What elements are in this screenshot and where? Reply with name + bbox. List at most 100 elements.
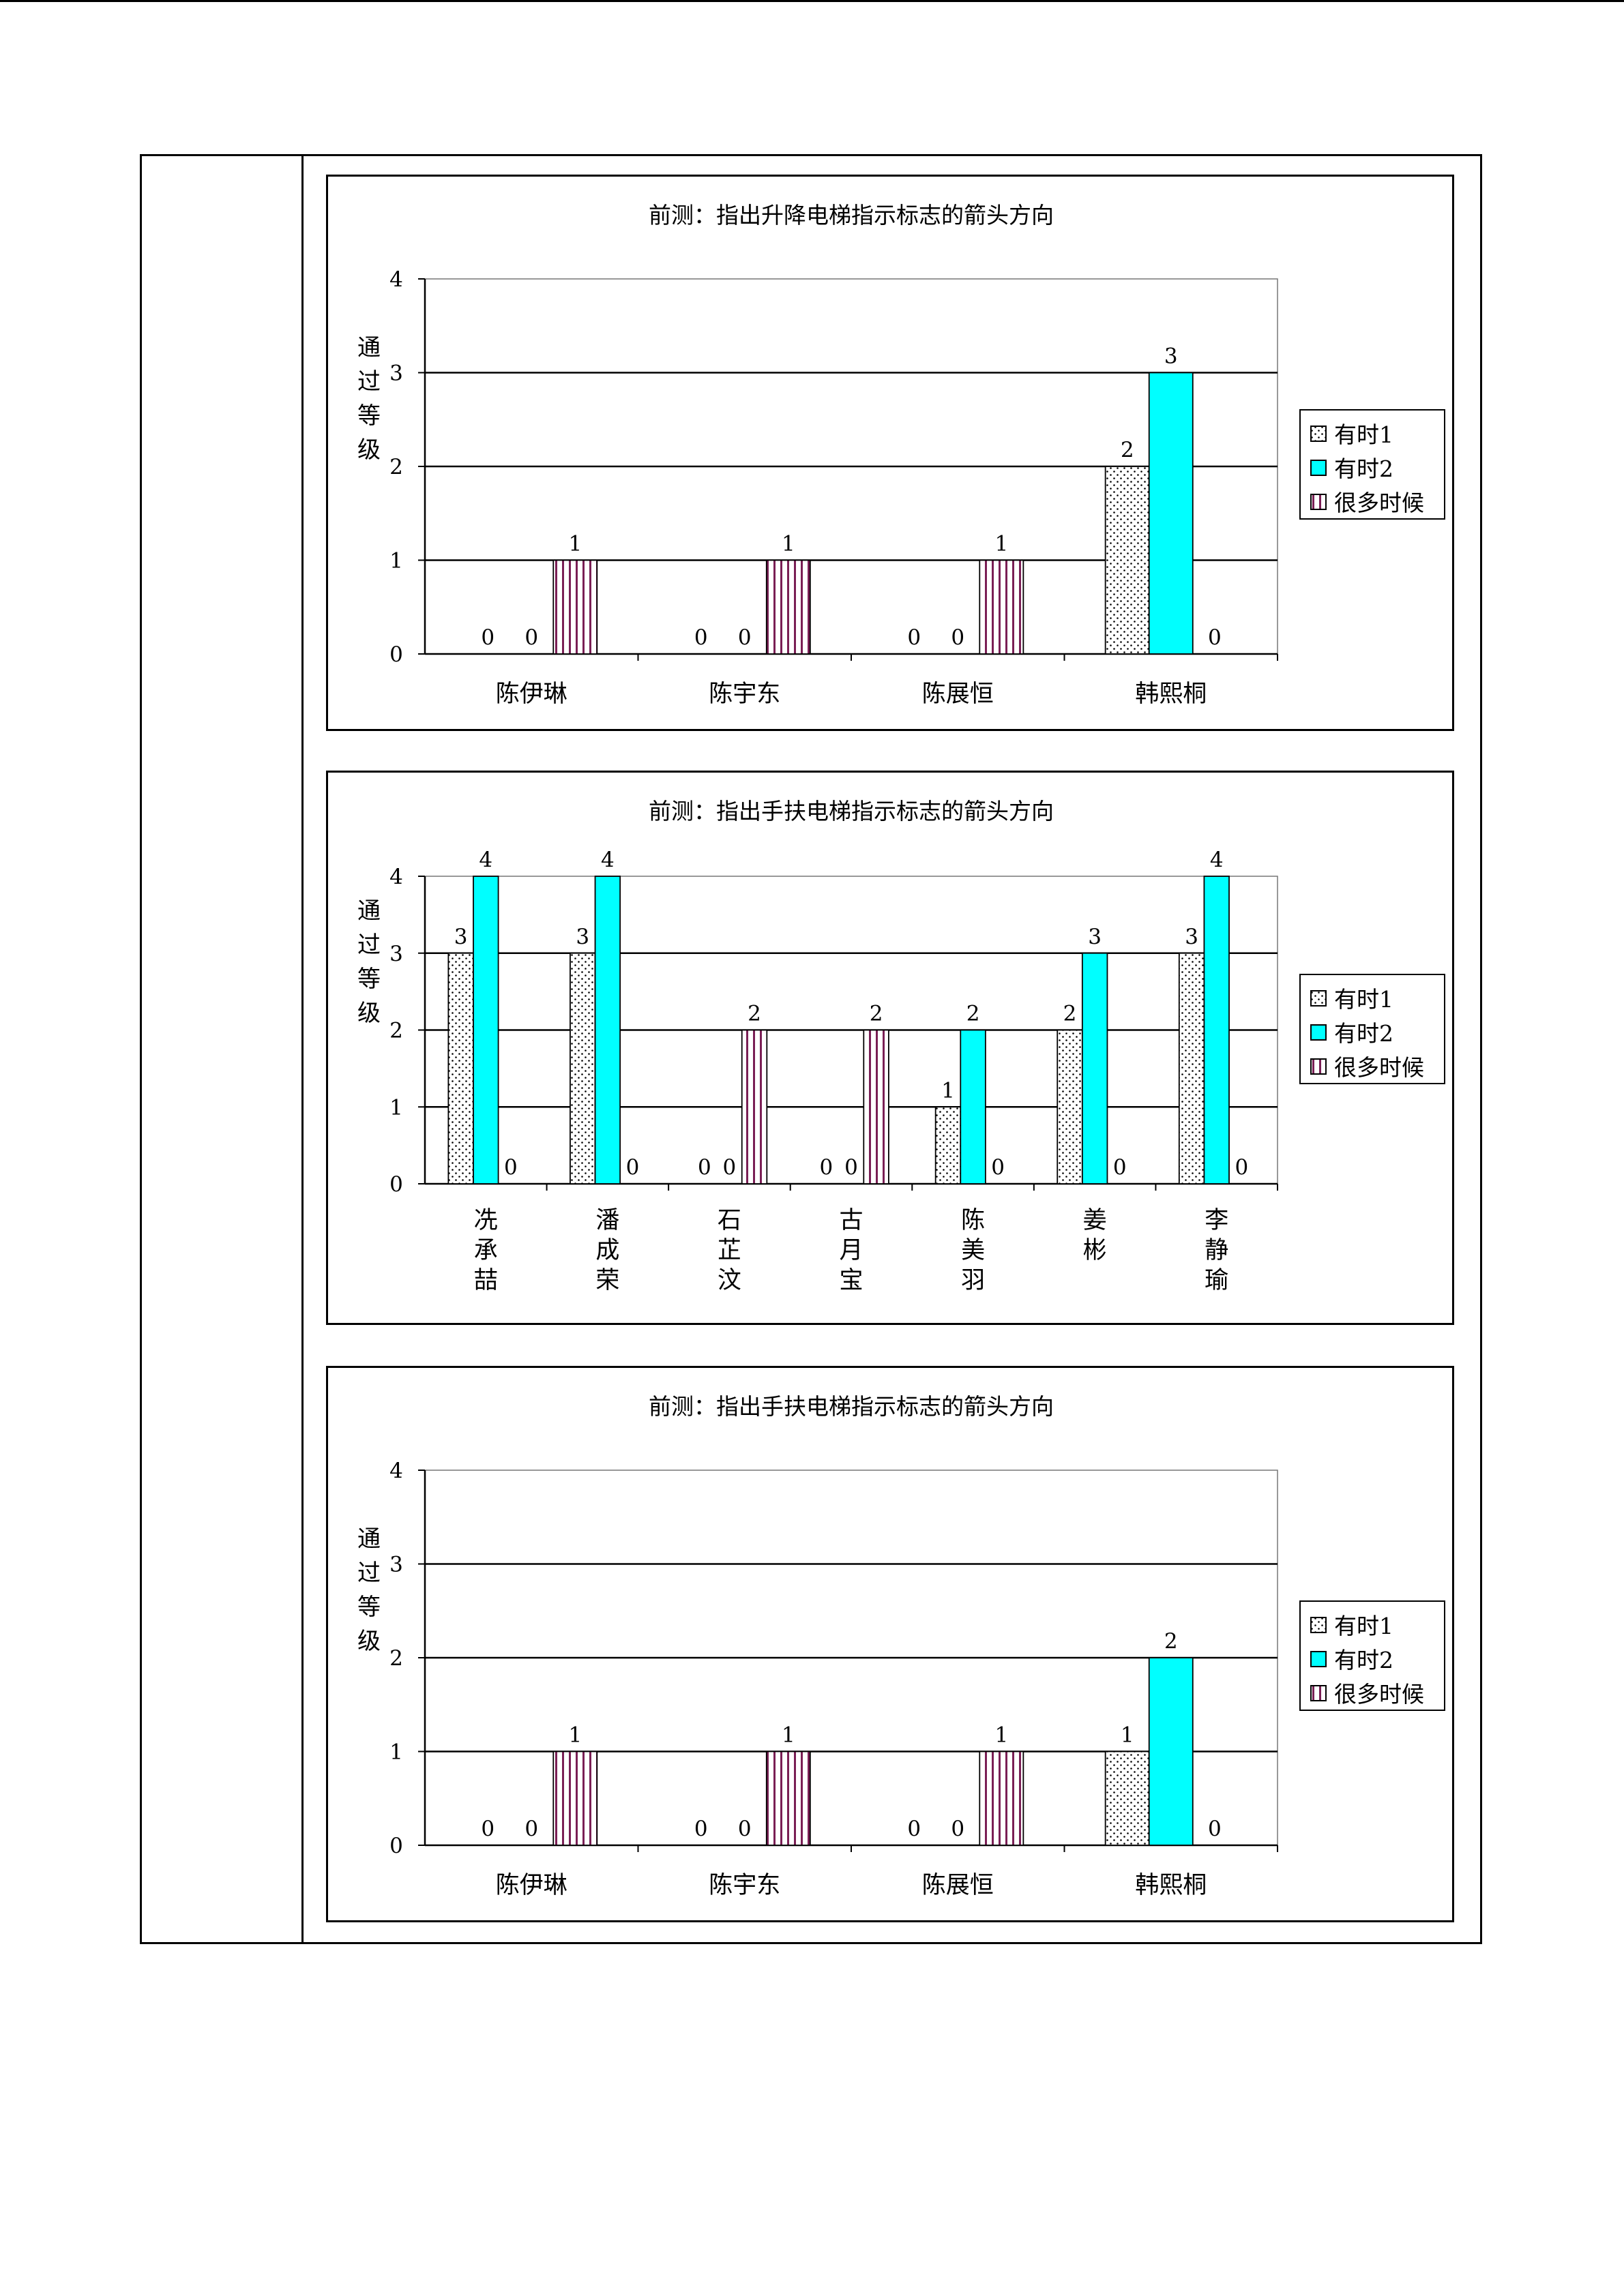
category-label: 承 [474, 1237, 498, 1264]
bar [765, 1750, 811, 1846]
data-label: 1 [782, 532, 795, 556]
data-label: 2 [748, 1002, 761, 1026]
data-label: 0 [481, 625, 494, 650]
bar [1057, 1029, 1083, 1184]
table-column-divider [301, 154, 304, 1944]
category-label: 陈宇东 [709, 1872, 780, 1899]
legend-label: 有时1 [1334, 421, 1393, 448]
bar [1148, 1657, 1194, 1846]
category-label: 彬 [1083, 1237, 1107, 1264]
dotted-pattern-swatch [1310, 426, 1327, 442]
data-label: 0 [1113, 1155, 1127, 1180]
chart-escalator-pretest: 前测：指出手扶电梯指示标志的箭头方向 0 1 2 3 4 通过等级 0 0 1 陈伊琳 0 0 1 陈宇东 0… [326, 1366, 1454, 1922]
data-label: 0 [525, 1817, 538, 1841]
category-label: 冼 [474, 1207, 498, 1234]
dotted-pattern-swatch [1310, 990, 1327, 1007]
category-label: 汶 [718, 1267, 741, 1294]
category-label: 石 [718, 1207, 741, 1234]
legend-label: 很多时候 [1334, 490, 1424, 516]
data-label: 0 [951, 1817, 964, 1841]
y-axis-label: 级 [357, 436, 381, 464]
bar [594, 876, 621, 1184]
chart-1-canvas: 前测：指出手扶电梯指示标志的箭头方向01234通过等级340冼承喆340潘成荣0… [357, 798, 1445, 1294]
y-tick-label: 1 [389, 1095, 403, 1120]
data-label: 2 [870, 1002, 883, 1026]
bar [979, 1750, 1024, 1846]
category-label: 静 [1205, 1237, 1228, 1264]
category-label: 美 [961, 1237, 985, 1264]
bar [863, 1029, 889, 1184]
data-label: 2 [1121, 438, 1134, 462]
page-top-rule [0, 0, 1624, 2]
legend-label: 有时1 [1334, 1613, 1393, 1639]
legend-label: 有时2 [1334, 1020, 1393, 1047]
y-tick-label: 0 [389, 642, 403, 667]
chart-title: 前测：指出手扶电梯指示标志的箭头方向 [649, 798, 1054, 824]
y-tick-label: 3 [389, 361, 403, 386]
legend-label: 很多时候 [1334, 1054, 1424, 1081]
data-label: 1 [568, 532, 582, 556]
data-label: 0 [723, 1155, 737, 1180]
data-label: 1 [782, 1723, 795, 1748]
bar [934, 1106, 962, 1184]
category-label: 姜 [1083, 1207, 1107, 1234]
category-label: 陈伊琳 [496, 1872, 567, 1899]
data-label: 2 [1063, 1002, 1077, 1026]
data-label: 0 [626, 1155, 640, 1180]
bar [1104, 466, 1150, 655]
data-label: 4 [479, 848, 492, 872]
category-label: 月 [839, 1237, 863, 1264]
category-label: 陈 [961, 1207, 985, 1234]
category-label: 瑜 [1205, 1267, 1228, 1294]
category-label: 成 [595, 1237, 619, 1264]
legend-label: 有时2 [1334, 456, 1393, 482]
y-axis-label: 过 [357, 931, 381, 959]
y-axis-label: 级 [357, 1628, 381, 1655]
data-label: 0 [698, 1155, 711, 1180]
data-label: 0 [1208, 1817, 1222, 1841]
bar [741, 1029, 768, 1184]
category-label: 古 [839, 1207, 863, 1234]
y-tick-label: 4 [389, 1459, 403, 1483]
data-label: 0 [481, 1817, 494, 1841]
data-label: 3 [1164, 344, 1178, 369]
data-label: 1 [994, 1723, 1008, 1748]
y-tick-label: 1 [389, 549, 403, 573]
category-label: 潘 [595, 1207, 619, 1234]
data-label: 3 [454, 925, 468, 949]
y-axis-label: 通 [357, 1525, 381, 1553]
y-axis-label: 等 [357, 1594, 381, 1621]
y-tick-label: 3 [389, 1553, 403, 1577]
category-label: 韩熙桐 [1135, 681, 1207, 708]
data-label: 0 [694, 625, 708, 650]
y-axis-label: 等 [357, 966, 381, 993]
y-axis-label: 通 [357, 897, 381, 925]
data-label: 1 [1121, 1723, 1134, 1748]
cyan-solid-swatch [1310, 1024, 1327, 1041]
vertical-stripe-swatch [1310, 1058, 1327, 1075]
y-tick-label: 4 [389, 267, 403, 292]
bar [960, 1029, 986, 1184]
document-table-frame [140, 154, 1482, 1944]
bar [570, 952, 596, 1184]
category-label: 韩熙桐 [1135, 1872, 1207, 1899]
data-label: 0 [907, 1817, 921, 1841]
legend-label: 有时2 [1334, 1647, 1393, 1673]
category-label: 陈展恒 [922, 1872, 994, 1899]
chart-escalator-pretest-group: 前测：指出手扶电梯指示标志的箭头方向 0 1 2 3 4 通过等级 3 4 0 冼承喆 3 4 0 潘成荣 0… [326, 771, 1454, 1325]
y-tick-label: 0 [389, 1834, 403, 1858]
category-label: 陈宇东 [709, 681, 780, 708]
bar [447, 952, 474, 1184]
y-tick-label: 2 [389, 455, 403, 479]
data-label: 3 [576, 925, 589, 949]
data-label: 0 [951, 625, 964, 650]
chart-elevator-pretest: 前测：指出升降电梯指示标志的箭头方向 0 1 2 3 4 通过等级 0 0 1 陈伊琳 0 0 1 陈宇东 0… [326, 175, 1454, 731]
data-label: 4 [1210, 848, 1224, 872]
y-axis-label: 过 [357, 1560, 381, 1587]
vertical-stripe-swatch [1310, 1685, 1327, 1701]
data-label: 1 [568, 1723, 582, 1748]
data-label: 0 [820, 1155, 833, 1180]
data-label: 2 [966, 1002, 980, 1026]
bar [979, 559, 1024, 655]
